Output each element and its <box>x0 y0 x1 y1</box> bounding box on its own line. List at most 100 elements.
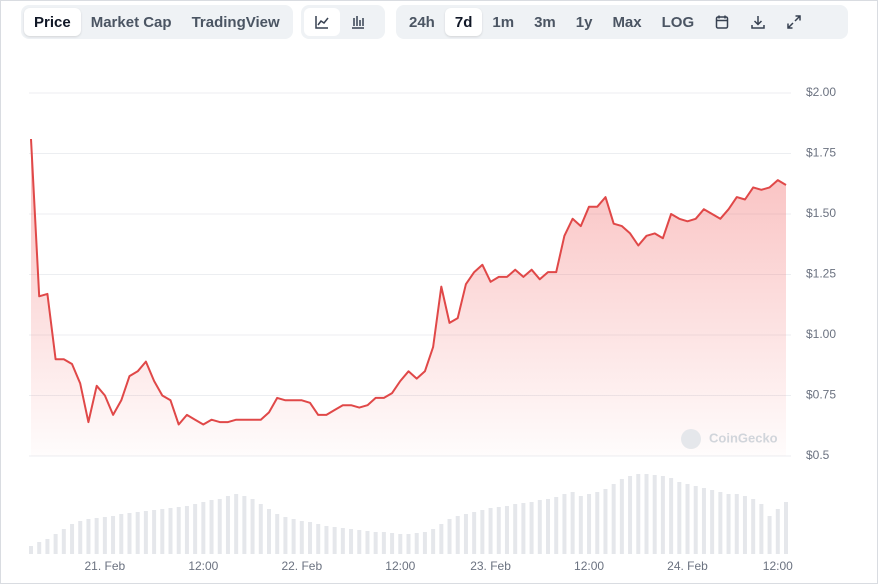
volume-bar <box>78 521 83 554</box>
range-tab[interactable]: 3m <box>534 13 556 31</box>
volume-bar <box>537 500 542 554</box>
x-tick-label: 12:00 <box>763 559 793 573</box>
volume-bar <box>578 496 583 554</box>
volume-bar <box>463 514 468 554</box>
volume-bar <box>86 519 91 554</box>
volume-bar <box>160 509 165 554</box>
x-tick-label: 24. Feb <box>667 559 708 573</box>
volume-bar <box>406 534 411 554</box>
volume-bar <box>176 507 181 554</box>
volume-bar <box>546 499 551 554</box>
volume-bar <box>94 518 99 554</box>
volume-bar <box>316 524 321 554</box>
volume-bar <box>562 494 567 554</box>
volume-bar <box>275 514 280 554</box>
range-tabs: 24h 7d 1m 3m 1y Max LOG <box>396 5 848 39</box>
range-tab[interactable]: 1y <box>575 13 593 31</box>
volume-bar <box>775 509 780 554</box>
volume-bar <box>529 502 534 554</box>
x-tick-label: 12:00 <box>188 559 218 573</box>
y-tick-label: $1.00 <box>806 327 836 341</box>
volume-bar <box>266 509 271 554</box>
price-area <box>31 139 786 456</box>
volume-bar <box>135 512 140 554</box>
volume-bar <box>767 516 772 554</box>
volume-bar <box>119 514 124 554</box>
volume-bar <box>242 496 247 554</box>
volume-bar <box>587 494 592 554</box>
volume-bar <box>554 497 559 554</box>
range-tab[interactable]: 1m <box>492 13 515 31</box>
volume-bar <box>677 482 682 554</box>
volume-bar <box>734 494 739 554</box>
line-chart-button[interactable] <box>304 8 340 36</box>
range-tab[interactable]: Max <box>612 13 642 31</box>
volume-bar <box>357 530 362 554</box>
fullscreen-button[interactable] <box>776 8 812 36</box>
volume-bar <box>439 524 444 554</box>
watermark-text: CoinGecko <box>709 430 778 445</box>
volume-bar <box>291 519 296 554</box>
volume-bar <box>29 546 33 554</box>
y-tick-label: $1.50 <box>806 206 836 220</box>
volume-bar <box>726 494 731 554</box>
volume-bar <box>390 533 395 554</box>
volume-bar <box>102 517 107 554</box>
candle-chart-button[interactable] <box>340 8 376 36</box>
volume-bar <box>324 526 329 554</box>
volume-bar <box>521 503 526 554</box>
volume-bar <box>168 508 173 554</box>
volume-bar <box>628 476 633 554</box>
volume-bar <box>693 486 698 554</box>
view-tab[interactable]: Market Cap <box>90 13 172 31</box>
volume-bar <box>53 534 58 554</box>
volume-bar <box>373 532 378 554</box>
volume-bar <box>570 492 575 554</box>
volume-bar <box>751 499 756 554</box>
volume-bar <box>37 542 42 554</box>
volume-bar <box>504 506 509 554</box>
volume-bar <box>217 499 222 554</box>
y-tick-label: $0.75 <box>806 388 836 402</box>
volume-bar <box>619 479 624 554</box>
volume-bar <box>611 484 616 554</box>
volume-bar <box>710 490 715 554</box>
calendar-button[interactable] <box>704 8 740 36</box>
volume-bar <box>111 516 116 554</box>
volume-bar <box>143 511 148 554</box>
range-tab[interactable]: 7d <box>444 8 483 36</box>
chart-style-tabs <box>301 5 385 39</box>
volume-bar <box>61 529 66 554</box>
volume-bar <box>283 517 288 554</box>
volume-bar <box>603 489 608 554</box>
volume-bar <box>652 475 657 554</box>
volume-bar <box>422 532 427 554</box>
volume-bar <box>636 474 641 554</box>
volume-bar <box>398 534 403 554</box>
volume-bar <box>45 539 50 554</box>
volume-bar <box>365 531 370 554</box>
volume-bar <box>332 527 337 554</box>
y-tick-label: $2.00 <box>806 85 836 99</box>
range-tab[interactable]: 24h <box>409 13 435 31</box>
volume-bar <box>513 504 518 554</box>
view-tab[interactable]: Price <box>24 8 81 36</box>
download-button[interactable] <box>740 8 776 36</box>
volume-bar <box>127 513 132 554</box>
x-tick-label: 12:00 <box>574 559 604 573</box>
volume-bar <box>447 519 452 554</box>
view-tab[interactable]: TradingView <box>191 13 280 31</box>
volume-bar <box>234 494 239 554</box>
volume-bar <box>718 492 723 554</box>
volume-bar <box>193 504 198 554</box>
log-toggle[interactable]: LOG <box>661 13 695 31</box>
y-tick-label: $1.25 <box>806 267 836 281</box>
price-line <box>30 138 787 426</box>
volume-bar <box>759 504 764 554</box>
volume-bar <box>201 502 206 554</box>
volume-bar <box>595 492 600 554</box>
volume-bar <box>644 474 649 554</box>
view-tabs: Price Market Cap TradingView <box>21 5 293 39</box>
